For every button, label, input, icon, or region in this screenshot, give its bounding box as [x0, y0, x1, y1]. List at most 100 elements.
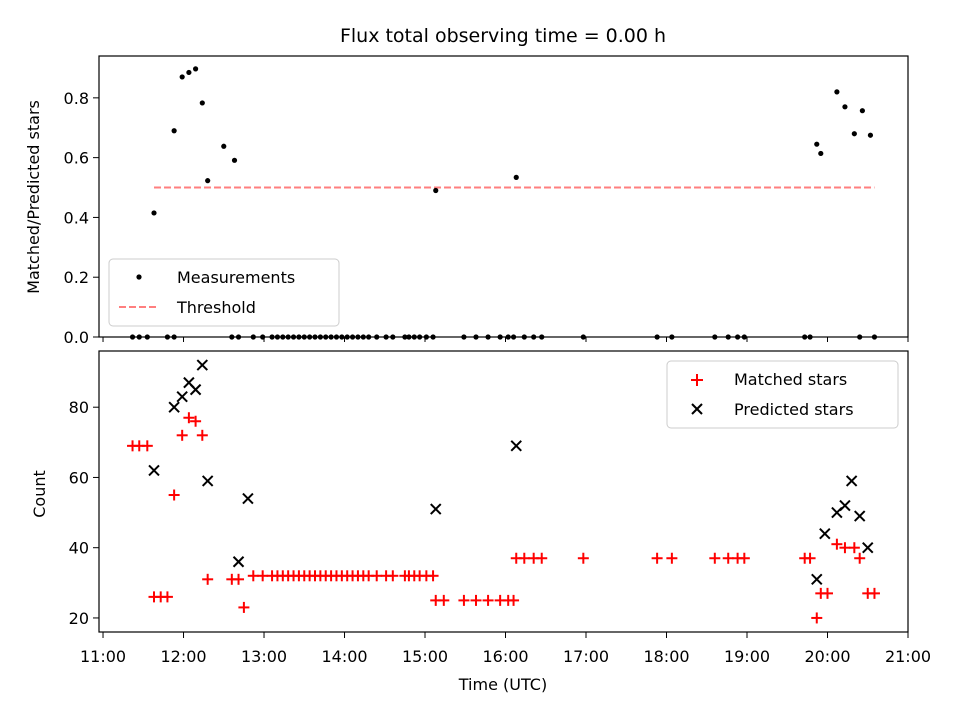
- matched-star-point: [709, 552, 721, 564]
- bottom-x-tick-label: 12:00: [160, 647, 206, 666]
- top-xticks: [102, 337, 909, 342]
- bottom-y-tick-label: 40: [69, 539, 89, 558]
- measurement-point: [179, 74, 185, 80]
- top-y-tick-label: 0.6: [64, 149, 89, 168]
- predicted-star-point: [862, 541, 874, 554]
- matched-star-point: [738, 552, 750, 564]
- predicted-star-point: [148, 464, 160, 477]
- matched-star-point: [651, 552, 663, 564]
- measurements-legend-marker: [136, 274, 142, 280]
- measurement-point: [151, 210, 157, 216]
- measurement-point: [186, 69, 192, 76]
- bottom-xticks: 11:00 12:00 13:00 14:00 15:00 16:00 17:00 18:00…: [80, 632, 931, 666]
- predicted-star-point: [189, 383, 202, 396]
- matched-star-point: [438, 594, 450, 606]
- predicted-star-point: [510, 440, 522, 452]
- top-plot-frame: [98, 55, 909, 338]
- matched-star-point: [854, 552, 866, 564]
- top-y-tick-label: 0.4: [64, 208, 89, 227]
- top-y-tick-label: 0.2: [64, 268, 89, 287]
- top-plot: 0.00.20.40.60.8 Matched/Predicted stars …: [24, 55, 909, 347]
- matched-star-point: [536, 552, 548, 564]
- bottom-legend-box: [666, 360, 899, 429]
- matched-star-point: [176, 429, 188, 441]
- measurement-point: [231, 157, 238, 163]
- bottom-x-tick-label: 20:00: [804, 647, 850, 666]
- top-yticks: 0.0 0.2 0.4 0.6 0.8: [64, 89, 99, 347]
- matched-star-point: [202, 573, 214, 585]
- bottom-marks: [127, 359, 880, 624]
- predicted-star-point: [232, 556, 245, 568]
- matched-star-point: [839, 542, 851, 554]
- predicted-star-point: [853, 510, 866, 522]
- bottom-x-tick-label: 13:00: [241, 647, 287, 666]
- predicted-star-point: [242, 492, 254, 505]
- matched-star-point: [183, 412, 195, 424]
- threshold-legend-label: Threshold: [176, 298, 256, 317]
- bottom-x-tick-label: 19:00: [724, 647, 770, 666]
- bottom-x-tick-label: 17:00: [563, 647, 609, 666]
- matched-star-point: [508, 594, 520, 606]
- bottom-x-tick-label: 15:00: [402, 647, 448, 666]
- matched-star-point: [161, 591, 173, 603]
- matched-star-point: [804, 552, 816, 564]
- measurement-point: [221, 143, 227, 149]
- bottom-y-tick-label: 20: [69, 609, 89, 628]
- predicted-star-point: [176, 390, 188, 403]
- matched-star-point: [577, 552, 589, 564]
- predicted-star-point: [819, 527, 831, 540]
- matched-star-point: [247, 570, 259, 582]
- predicted-star-point: [201, 475, 214, 487]
- matched-star-point: [458, 594, 470, 606]
- matched-star-point: [233, 573, 245, 585]
- matched-star-point: [387, 570, 399, 582]
- bottom-x-tick-label: 18:00: [643, 647, 689, 666]
- bottom-x-tick-label: 11:00: [80, 647, 126, 666]
- bottom-x-tick-label: 14:00: [321, 647, 367, 666]
- measurement-point: [171, 128, 177, 134]
- matched-star-point: [470, 594, 482, 606]
- measurement-point: [205, 178, 211, 184]
- measurements-legend-label: Measurements: [177, 268, 295, 287]
- matched-star-point: [257, 570, 269, 582]
- predicted-star-point: [168, 401, 180, 413]
- matched-star-point: [848, 542, 860, 554]
- predicted-star-point: [430, 503, 442, 515]
- measurement-point: [513, 174, 519, 180]
- matched-star-point: [371, 570, 383, 582]
- bottom-plot-frame: [98, 350, 909, 633]
- matched-star-point: [238, 601, 250, 613]
- measurement-point: [433, 187, 439, 194]
- bottom-x-tick-label: 21:00: [885, 647, 931, 666]
- top-chart-title: Flux total observing time = 0.00 h: [340, 25, 666, 47]
- measurement-point: [834, 89, 840, 95]
- matched-star-point: [190, 415, 202, 427]
- measurement-point: [842, 104, 848, 110]
- predicted-star-point: [811, 573, 823, 586]
- matched-stars-legend-label: Matched stars: [734, 370, 847, 389]
- bottom-x-tick-label: 16:00: [482, 647, 528, 666]
- measurement-point: [199, 100, 205, 106]
- predicted-stars-legend-marker: [691, 403, 703, 415]
- top-legend-box: [108, 258, 340, 327]
- bottom-x-axis-label: Time (UTC): [458, 675, 547, 694]
- matched-star-point: [666, 552, 678, 564]
- matched-stars-legend-marker: [691, 374, 703, 386]
- measurement-point: [818, 150, 824, 157]
- top-y-axis-label: Matched/Predicted stars: [24, 100, 43, 294]
- matched-star-point: [168, 489, 180, 501]
- matched-star-point: [722, 552, 734, 564]
- top-legend: Measurements Threshold: [108, 258, 340, 327]
- bottom-legend: Matched stars Predicted stars: [666, 360, 899, 429]
- matched-star-point: [518, 552, 530, 564]
- top-y-tick-label: 0.8: [64, 89, 89, 108]
- matched-star-point: [482, 594, 494, 606]
- matched-star-point: [831, 538, 843, 550]
- measurement-point: [851, 131, 857, 137]
- predicted-stars-legend-label: Predicted stars: [734, 400, 854, 419]
- matched-star-point: [427, 570, 439, 582]
- measurement-point: [867, 132, 874, 138]
